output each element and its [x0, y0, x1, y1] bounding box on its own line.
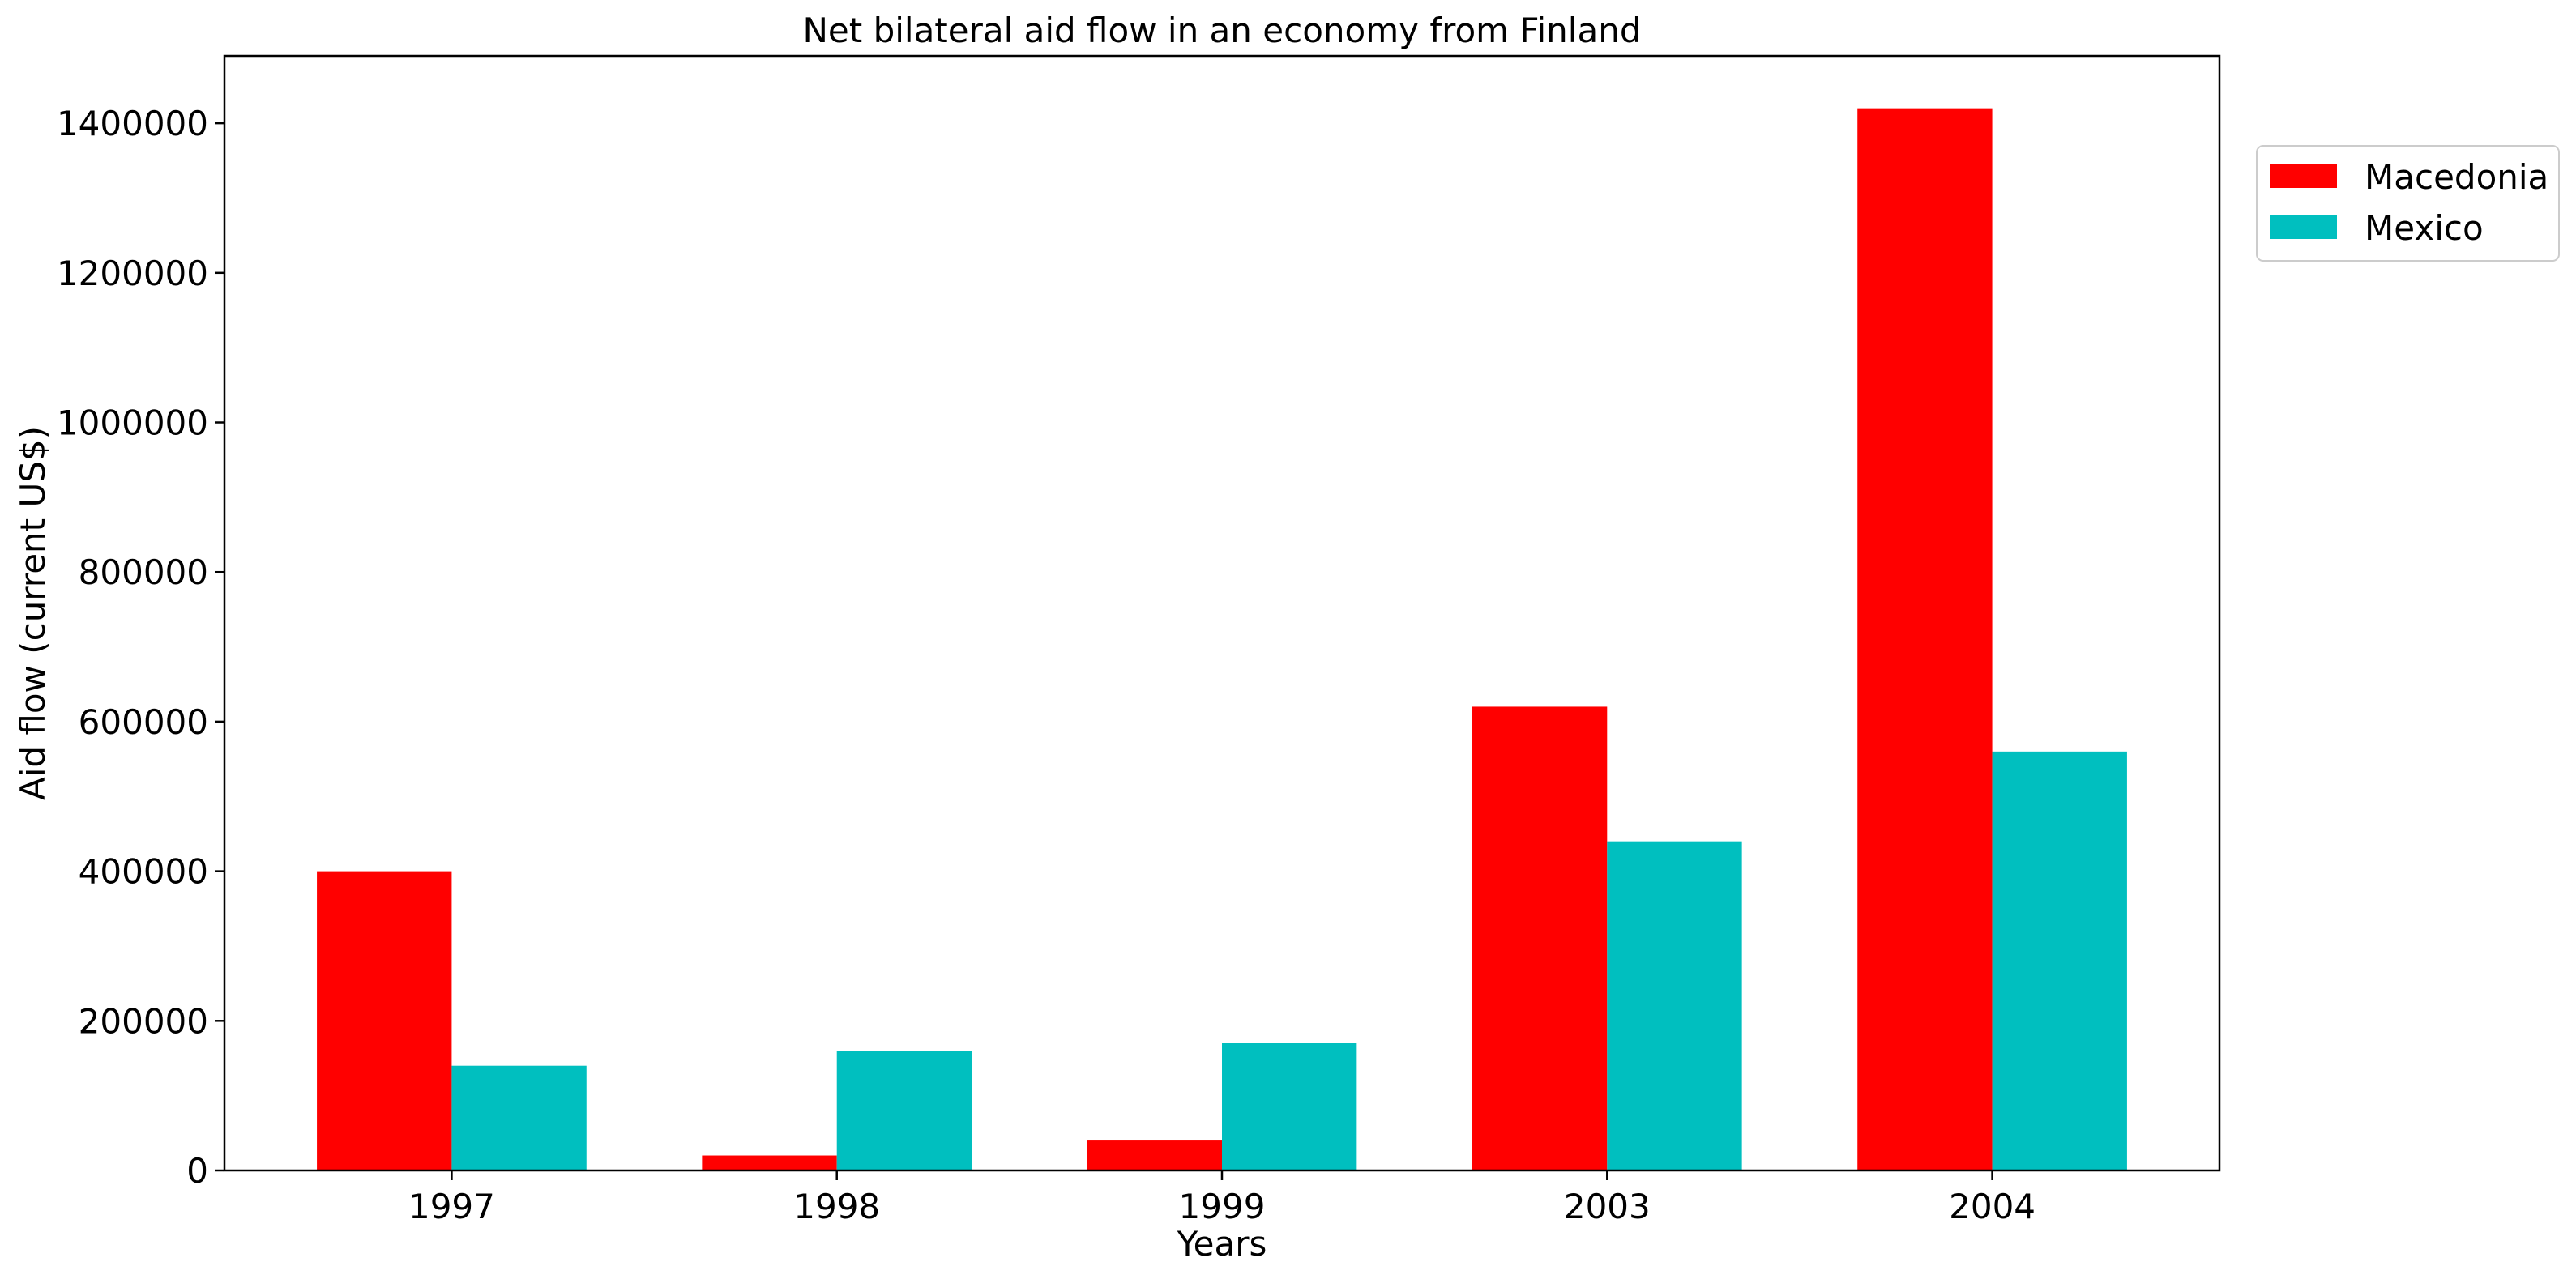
- bar-mexico-1997: [451, 1065, 587, 1170]
- bar-macedonia-2003: [1472, 706, 1608, 1170]
- y-tick-label: 600000: [79, 702, 208, 742]
- bar-mexico-1999: [1222, 1043, 1357, 1170]
- legend: Macedonia Mexico: [2256, 145, 2560, 262]
- legend-label-macedonia: Macedonia: [2365, 157, 2548, 197]
- y-tick-label: 1400000: [57, 104, 208, 143]
- chart-title: Net bilateral aid flow in an economy fro…: [803, 11, 1642, 50]
- bar-mexico-2004: [1992, 751, 2127, 1170]
- bar-mexico-2003: [1607, 841, 1742, 1170]
- bar-macedonia-2004: [1857, 108, 1993, 1171]
- bar-macedonia-1997: [317, 871, 452, 1170]
- y-tick-label: 0: [186, 1151, 208, 1191]
- y-tick-label: 1200000: [57, 254, 208, 293]
- x-axis-ticks: 1997 1998 1999 2003 2004: [408, 1170, 2036, 1226]
- y-axis-ticks: 0 200000 400000 600000 800000 1000000 1200000 1…: [57, 104, 224, 1191]
- x-tick-label: 1999: [1179, 1187, 1266, 1226]
- y-tick-label: 800000: [79, 552, 208, 592]
- x-axis-label: Years: [1177, 1224, 1267, 1264]
- legend-swatch-macedonia: [2270, 164, 2337, 188]
- y-tick-label: 400000: [79, 852, 208, 892]
- bar-macedonia-1999: [1087, 1140, 1222, 1170]
- bar-mexico-1998: [836, 1051, 972, 1170]
- y-axis-label: Aid flow (current US$): [13, 426, 53, 800]
- y-tick-label: 1000000: [57, 403, 208, 443]
- bars-group: [317, 108, 2127, 1171]
- bar-macedonia-1998: [702, 1155, 837, 1170]
- legend-label-mexico: Mexico: [2365, 208, 2484, 248]
- y-tick-label: 200000: [79, 1001, 208, 1041]
- x-tick-label: 2003: [1564, 1187, 1651, 1226]
- x-tick-label: 2004: [1949, 1187, 2036, 1226]
- legend-swatch-mexico: [2270, 215, 2337, 239]
- x-tick-label: 1998: [793, 1187, 880, 1226]
- x-tick-label: 1997: [408, 1187, 495, 1226]
